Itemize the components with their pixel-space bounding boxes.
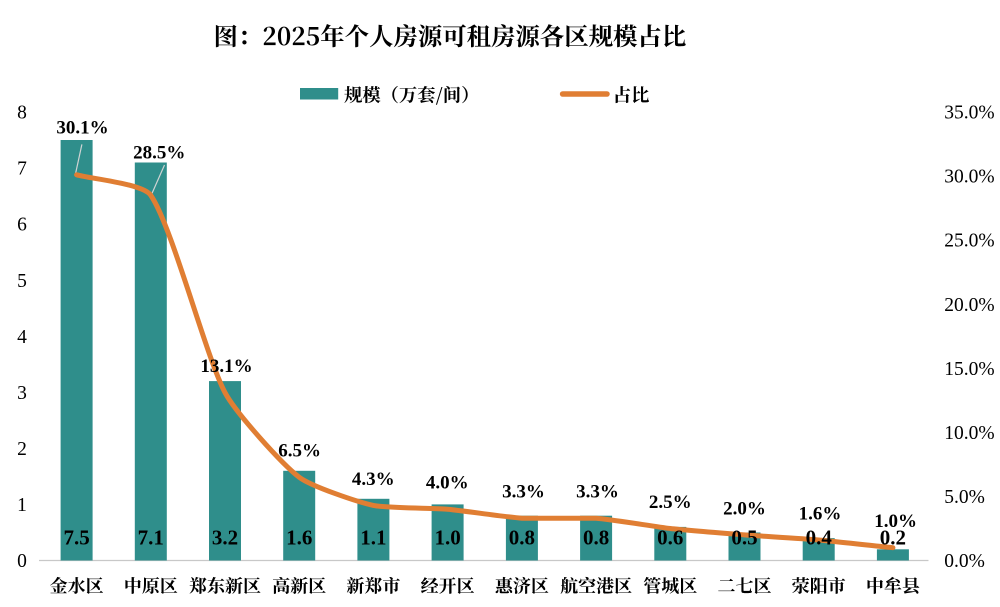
svg-text:0.0%: 0.0%	[944, 551, 985, 572]
svg-text:7.5: 7.5	[63, 526, 89, 550]
svg-text:4: 4	[17, 327, 27, 348]
svg-text:2.0%: 2.0%	[723, 498, 766, 519]
svg-text:1.6%: 1.6%	[799, 504, 842, 525]
svg-text:28.5%: 28.5%	[133, 143, 185, 164]
svg-text:35.0%: 35.0%	[944, 103, 994, 124]
svg-text:15.0%: 15.0%	[944, 359, 994, 380]
svg-text:0: 0	[17, 551, 27, 572]
svg-text:20.0%: 20.0%	[944, 295, 994, 316]
svg-text:0.8: 0.8	[509, 526, 535, 550]
svg-text:2.5%: 2.5%	[649, 492, 692, 513]
svg-text:3: 3	[17, 383, 27, 404]
svg-text:3.2: 3.2	[212, 526, 238, 550]
svg-text:0.6: 0.6	[657, 526, 683, 550]
svg-text:6.5%: 6.5%	[278, 441, 321, 462]
svg-text:7.1: 7.1	[138, 526, 164, 550]
svg-text:30.1%: 30.1%	[56, 118, 108, 139]
svg-text:3.3%: 3.3%	[502, 482, 545, 503]
svg-text:4.3%: 4.3%	[352, 469, 395, 490]
svg-text:5: 5	[17, 271, 27, 292]
svg-text:3.3%: 3.3%	[576, 482, 619, 503]
svg-text:10.0%: 10.0%	[944, 423, 994, 444]
svg-text:7: 7	[17, 159, 27, 180]
svg-text:13.1%: 13.1%	[200, 356, 252, 377]
svg-text:6: 6	[17, 215, 27, 236]
svg-text:2: 2	[17, 439, 27, 460]
svg-text:1.0%: 1.0%	[874, 511, 917, 532]
svg-text:1: 1	[17, 495, 27, 516]
svg-text:0.8: 0.8	[583, 526, 609, 550]
svg-text:8: 8	[17, 103, 27, 124]
svg-text:0.2: 0.2	[880, 526, 906, 550]
svg-text:1.0: 1.0	[434, 526, 460, 550]
svg-text:30.0%: 30.0%	[944, 167, 994, 188]
svg-text:4.0%: 4.0%	[426, 473, 469, 494]
svg-text:0.4: 0.4	[806, 526, 833, 550]
svg-text:5.0%: 5.0%	[944, 487, 985, 508]
svg-text:1.6: 1.6	[286, 526, 312, 550]
svg-text:0.5: 0.5	[731, 526, 757, 550]
svg-text:25.0%: 25.0%	[944, 231, 994, 252]
svg-text:1.1: 1.1	[360, 526, 386, 550]
